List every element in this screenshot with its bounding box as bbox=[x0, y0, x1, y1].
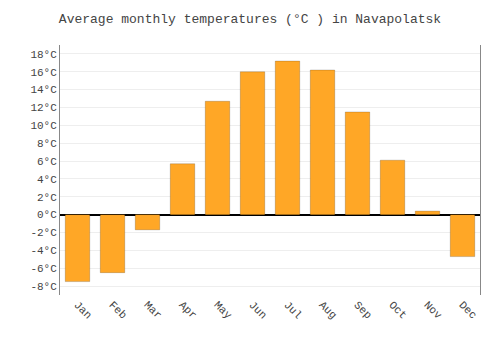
svg-text:Average monthly temperatures (: Average monthly temperatures (°C ) in Na… bbox=[59, 12, 441, 27]
svg-text:2°C: 2°C bbox=[37, 192, 57, 204]
svg-text:Apr: Apr bbox=[176, 299, 198, 321]
svg-text:12°C: 12°C bbox=[30, 102, 57, 114]
svg-text:Mar: Mar bbox=[141, 299, 163, 321]
svg-text:-6°C: -6°C bbox=[30, 263, 57, 275]
svg-text:0°C: 0°C bbox=[37, 209, 57, 221]
svg-text:-4°C: -4°C bbox=[30, 245, 57, 257]
svg-text:May: May bbox=[211, 299, 234, 322]
svg-text:Feb: Feb bbox=[106, 299, 128, 321]
svg-text:14°C: 14°C bbox=[30, 84, 57, 96]
svg-text:10°C: 10°C bbox=[30, 120, 57, 132]
svg-text:Nov: Nov bbox=[421, 299, 444, 322]
svg-text:-2°C: -2°C bbox=[30, 227, 57, 239]
svg-text:Oct: Oct bbox=[386, 299, 408, 321]
svg-text:6°C: 6°C bbox=[37, 156, 57, 168]
svg-text:4°C: 4°C bbox=[37, 174, 57, 186]
svg-text:16°C: 16°C bbox=[30, 67, 57, 79]
svg-text:8°C: 8°C bbox=[37, 138, 57, 150]
svg-text:Jul: Jul bbox=[281, 299, 303, 321]
svg-text:Sep: Sep bbox=[351, 299, 373, 321]
svg-text:Jan: Jan bbox=[71, 299, 93, 321]
svg-text:-8°C: -8°C bbox=[30, 281, 57, 293]
svg-text:Aug: Aug bbox=[316, 299, 338, 321]
svg-text:Dec: Dec bbox=[456, 299, 478, 321]
svg-text:Jun: Jun bbox=[246, 299, 268, 321]
svg-text:18°C: 18°C bbox=[30, 49, 57, 61]
